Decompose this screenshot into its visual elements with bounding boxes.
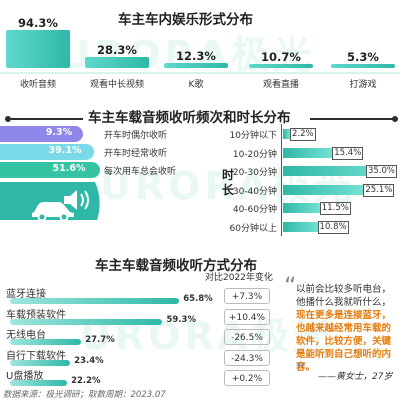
quote-line-5: 软件，比较方便，关键	[296, 336, 392, 347]
method-category-label: U盘播放	[6, 371, 44, 382]
duration-bar	[283, 147, 333, 158]
entertainment-category-label: 打游戏	[349, 80, 377, 90]
title-line-right	[310, 118, 394, 120]
entertainment-value-label: 10.7%	[261, 49, 301, 64]
duration-bar	[283, 184, 364, 195]
entertainment-value-label: 94.3%	[18, 16, 58, 31]
footer-source: 数据来源：极光调研；取数周期：2023.07	[3, 390, 166, 400]
duration-bar	[283, 221, 318, 232]
entertainment-bar	[331, 64, 395, 68]
duration-category-label: 60分钟以上	[229, 223, 277, 234]
quote-author: ——黄女士，27岁	[318, 372, 393, 382]
quote-line-1: 以前会比较多听电台，	[296, 284, 392, 295]
method-change-label: -26.5%	[224, 329, 270, 345]
method-value-label: 65.8%	[183, 294, 213, 304]
entertainment-title: 车主车内娱乐形式分布	[118, 12, 253, 28]
duration-category-label: 40-60分钟	[232, 205, 277, 215]
method-category-label: 蓝牙连接	[6, 289, 46, 300]
quote-close-mark: ”	[296, 360, 306, 381]
duration-value-label: 15.4%	[332, 146, 364, 160]
duration-axis-line	[281, 124, 282, 236]
method-change-label: -24.3%	[224, 349, 270, 366]
freq-value-always: 51.6%	[52, 163, 86, 174]
quote-line-3: 现在更多是连接蓝牙，	[296, 310, 392, 321]
method-value-label: 23.4%	[74, 355, 104, 366]
freq-value-often: 39.1%	[48, 145, 82, 156]
entertainment-bar	[164, 63, 228, 68]
quote-text: 以前会比较多听电台， 他播什么我就听什么， 现在更多是连接蓝牙， 也越来越经常用…	[296, 283, 400, 374]
car-icon	[32, 202, 74, 220]
entertainment-bar	[85, 56, 149, 68]
change-header: 对比2022年变化	[205, 273, 273, 283]
watermark: URORA极光	[60, 33, 316, 77]
method-bar	[10, 318, 163, 325]
frequency-pill-occasional	[0, 126, 83, 142]
duration-value-label: 35.0%	[366, 165, 398, 178]
freq-label-always: 每次用车总会收听	[104, 167, 177, 177]
duration-value-label: 25.1%	[363, 183, 395, 197]
entertainment-value-label: 5.3%	[347, 50, 379, 64]
duration-value-label: 10.8%	[317, 220, 349, 234]
quote-line-6: 是能听到自己想听的内	[296, 349, 392, 360]
entertainment-category-label: 观看中长视频	[89, 80, 144, 90]
method-bar	[10, 339, 82, 345]
duration-bar	[283, 129, 291, 139]
frequency-title: 车主车载音频收听频次和时长分布	[88, 110, 291, 126]
duration-axis-label: 时长	[222, 168, 235, 197]
frequency-car-block	[0, 182, 100, 220]
duration-category-label: 30-40分钟	[232, 186, 277, 197]
frequency-pill-often	[0, 144, 94, 160]
method-category-label: 车载预装软件	[6, 309, 66, 321]
method-change-label: +10.4%	[224, 308, 270, 325]
method-title: 车主车载音频收听方式分布	[95, 258, 257, 274]
duration-value-label: 2.2%	[290, 128, 316, 141]
entertainment-bar	[6, 30, 70, 68]
method-value-label: 22.2%	[71, 376, 101, 386]
entertainment-value-label: 28.3%	[97, 42, 137, 57]
method-bar	[10, 359, 71, 366]
duration-category-label: 10-20分钟	[232, 149, 277, 160]
frequency-chart	[0, 126, 100, 220]
speaker-icon	[64, 190, 89, 210]
method-value-label: 59.3%	[166, 314, 196, 325]
entertainment-baseline	[0, 72, 400, 74]
frequency-pill-always	[0, 162, 100, 178]
method-category-label: 无线电台	[6, 330, 46, 341]
duration-value-label: 11.5%	[319, 202, 351, 215]
duration-category-label: 20-30分钟	[232, 168, 277, 178]
method-bar	[10, 298, 180, 304]
method-change-label: +7.3%	[224, 288, 270, 304]
duration-bar	[283, 203, 320, 213]
quote-line-2: 他播什么我就听什么，	[296, 297, 392, 308]
duration-category-label: 10分钟以下	[229, 131, 277, 141]
title-line-left	[11, 118, 83, 120]
quote-line-4: 也越来越经常用车载的	[296, 323, 392, 334]
method-value-label: 27.7%	[85, 335, 115, 345]
method-bar	[10, 380, 68, 386]
title-dot-right	[392, 116, 398, 122]
freq-value-occasional: 9.3%	[45, 127, 73, 138]
method-change-label: +0.2%	[224, 370, 270, 386]
title-dot-left	[5, 116, 11, 122]
duration-bar	[283, 166, 395, 176]
freq-label-often: 开车时经常收听	[104, 149, 168, 159]
entertainment-category-label: 观看直播	[262, 80, 299, 90]
quote-open-mark: “	[284, 272, 297, 300]
freq-label-occasional: 开车时偶尔收听	[104, 131, 168, 141]
entertainment-category-label: K歌	[188, 80, 204, 90]
entertainment-category-label: 收听音频	[19, 80, 56, 90]
quote-line-7: 容。	[296, 362, 316, 373]
method-category-label: 自行下载软件	[6, 350, 66, 362]
entertainment-value-label: 12.3%	[176, 49, 216, 64]
entertainment-bar	[249, 63, 313, 68]
